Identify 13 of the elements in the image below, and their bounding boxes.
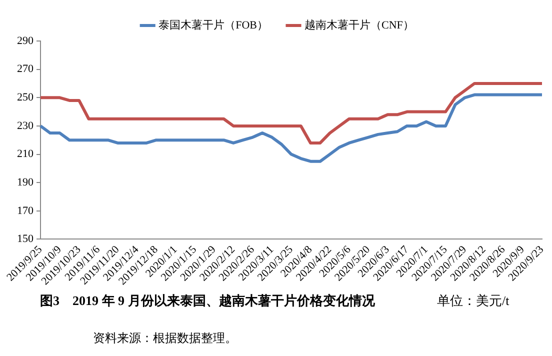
legend-label: 泰国木薯干片（FOB） bbox=[158, 18, 268, 32]
y-tick-label: 290 bbox=[17, 34, 34, 47]
y-tick-label: 190 bbox=[17, 176, 34, 188]
text: 图3 2019 年 9 月份以来泰国、越南木薯干片价格变化情况 bbox=[40, 292, 375, 310]
y-tick-label: 250 bbox=[17, 92, 34, 104]
text: 单位：美元/t bbox=[437, 292, 510, 310]
y-tick-label: 270 bbox=[17, 63, 34, 76]
y-tick-label: 230 bbox=[17, 120, 34, 132]
y-tick-label: 170 bbox=[17, 204, 34, 217]
legend-label: 越南木薯干片（CNF） bbox=[304, 18, 414, 32]
text: 资料来源：根据数据整理。 bbox=[93, 330, 237, 347]
y-tick-label: 150 bbox=[17, 233, 34, 246]
y-tick-label: 210 bbox=[17, 148, 34, 160]
